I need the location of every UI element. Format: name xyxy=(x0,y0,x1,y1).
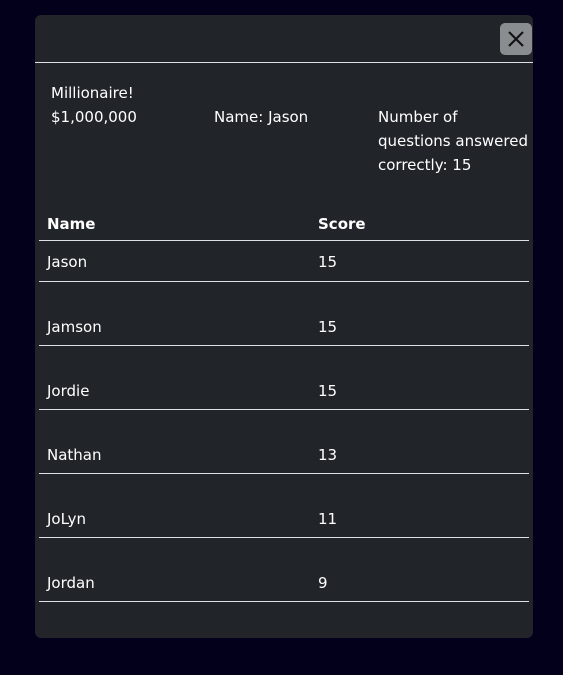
table-row: Jordan 9 xyxy=(39,537,529,602)
leaderboard-table: Name Score Jason 15 Jamson 15 Jordie 15 … xyxy=(39,208,529,602)
correct-answers-count: Number of questions answered correctly: … xyxy=(378,108,528,174)
column-header-name: Name xyxy=(39,208,310,241)
table-row: Jordie 15 xyxy=(39,345,529,410)
row-name: Nathan xyxy=(39,409,310,474)
row-score: 15 xyxy=(310,345,529,410)
table-row: JoLyn 11 xyxy=(39,473,529,538)
row-score: 9 xyxy=(310,537,529,602)
row-score: 15 xyxy=(310,240,529,282)
result-title: Millionaire! xyxy=(51,84,134,102)
row-name: Jason xyxy=(39,240,310,282)
row-score: 15 xyxy=(310,281,529,346)
player-name: Name: Jason xyxy=(214,108,309,126)
column-header-score: Score xyxy=(310,208,529,241)
close-button[interactable] xyxy=(500,23,532,55)
prize-amount: $1,000,000 xyxy=(51,108,137,126)
modal-header xyxy=(35,15,533,63)
table-row: Jamson 15 xyxy=(39,281,529,346)
table-row: Nathan 13 xyxy=(39,409,529,474)
table-row: Jason 15 xyxy=(39,240,529,282)
row-score: 13 xyxy=(310,409,529,474)
result-summary: Millionaire! $1,000,000 Name: Jason Numb… xyxy=(35,63,533,199)
table-header-row: Name Score xyxy=(39,208,529,241)
close-icon xyxy=(508,31,524,47)
leaderboard-modal: Millionaire! $1,000,000 Name: Jason Numb… xyxy=(35,15,533,638)
row-score: 11 xyxy=(310,473,529,538)
row-name: Jordan xyxy=(39,537,310,602)
row-name: Jamson xyxy=(39,281,310,346)
row-name: Jordie xyxy=(39,345,310,410)
row-name: JoLyn xyxy=(39,473,310,538)
